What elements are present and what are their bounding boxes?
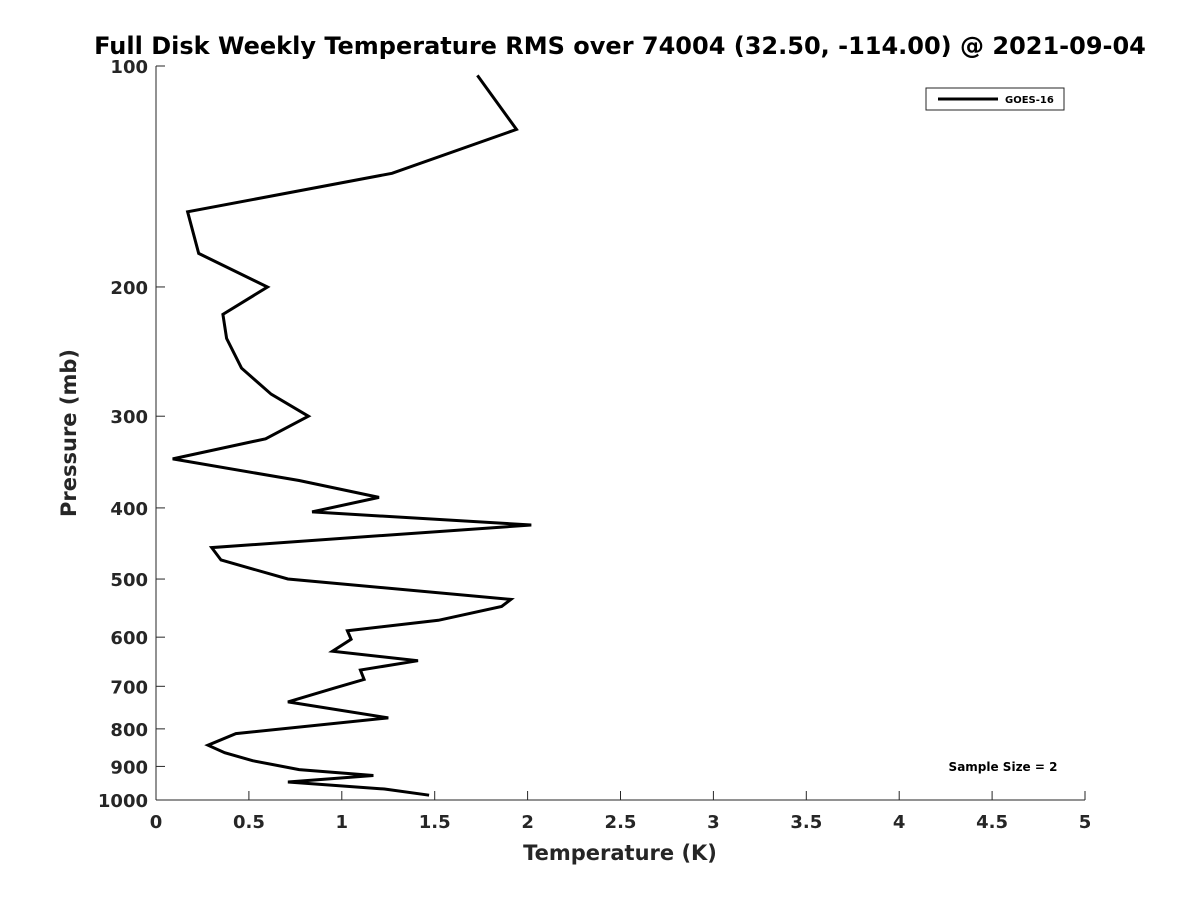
x-tick-label: 0.5 [233,812,265,833]
y-axis-label: Pressure (mb) [57,349,81,517]
y-tick-label: 400 [110,499,148,520]
y-tick-label: 600 [110,628,148,649]
axes: 0 0.5 1 1.5 2 2.5 3 3.5 4 4.5 5 100 200 300 400 500 600 7… [98,57,1091,833]
x-tick-label: 1.5 [419,812,451,833]
y-tick-label: 500 [110,570,148,591]
x-tick-label: 3.5 [790,812,822,833]
chart-title: Full Disk Weekly Temperature RMS over 74… [94,32,1146,60]
y-tick-label: 700 [110,677,148,698]
y-tick-label: 300 [110,407,148,428]
x-tick-label: 2 [521,812,534,833]
x-axis-label: Temperature (K) [523,841,717,865]
legend-label-goes16: GOES-16 [1005,95,1054,106]
x-tick-label: 5 [1079,812,1092,833]
series-line-goes16 [172,74,532,797]
y-tick-label: 200 [110,278,148,299]
y-tick-label: 900 [110,757,148,778]
y-tick-label: 100 [110,57,148,78]
x-tick-label: 2.5 [605,812,637,833]
x-tick-label: 0 [150,812,163,833]
y-tick-label: 1000 [98,791,148,812]
x-tick-label: 4.5 [976,812,1008,833]
x-tick-label: 4 [893,812,906,833]
y-tick-label: 800 [110,720,148,741]
x-tick-label: 1 [336,812,349,833]
sample-size-annotation: Sample Size = 2 [949,760,1058,774]
x-tick-label: 3 [707,812,720,833]
series-layer [172,74,532,797]
legend: GOES-16 [925,87,1065,111]
